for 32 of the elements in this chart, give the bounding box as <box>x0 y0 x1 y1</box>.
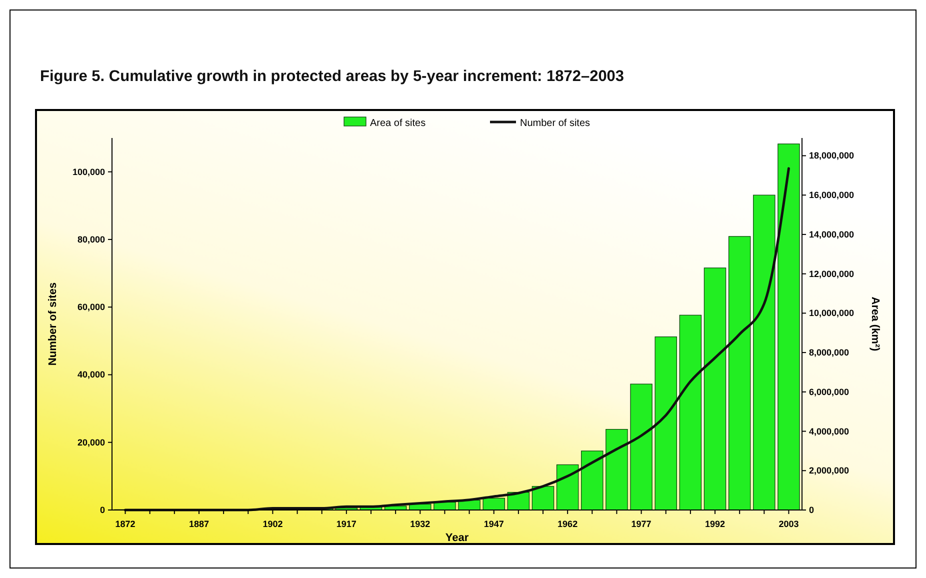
y2-tick-label: 10,000,000 <box>809 308 854 318</box>
x-tick-label: 1887 <box>188 519 210 529</box>
y-axis-title: Number of sites <box>47 282 59 366</box>
x-tick-label: 2003 <box>778 519 799 529</box>
x-axis-title: Year <box>445 532 470 544</box>
y2-axis-title: Area (km²) <box>869 296 881 352</box>
y-tick-label: 0 <box>100 505 105 515</box>
y2-tick-label: 6,000,000 <box>809 386 850 397</box>
y2-tick-label: 18,000,000 <box>809 150 854 161</box>
y-tick-label: 60,000 <box>77 302 105 312</box>
y2-tick-label: 4,000,000 <box>809 426 850 436</box>
x-tick-label: 1992 <box>704 519 726 529</box>
y-tick-label: 80,000 <box>77 234 105 244</box>
x-tick-label: 1902 <box>262 519 283 529</box>
y2-tick-label: 12,000,000 <box>809 268 854 279</box>
y-tick-label: 100,000 <box>72 166 105 177</box>
x-tick-label: 1977 <box>631 519 652 529</box>
legend-label: Area of sites <box>370 118 426 129</box>
y2-tick-label: 0 <box>809 505 814 515</box>
x-tick-label: 1947 <box>484 519 504 529</box>
y2-tick-label: 14,000,000 <box>809 229 854 240</box>
y-tick-label: 40,000 <box>77 370 105 380</box>
chart-title: Figure 5. Cumulative growth in protected areas by 5-year increment: 1872–2003 <box>40 68 624 85</box>
x-tick-label: 1917 <box>336 519 356 529</box>
x-tick-label: 1932 <box>410 519 430 529</box>
x-tick-label: 1872 <box>115 519 136 529</box>
y2-tick-label: 8,000,000 <box>809 348 850 358</box>
y2-tick-label: 16,000,000 <box>809 190 854 200</box>
x-tick-label: 1962 <box>558 519 578 529</box>
y-tick-label: 20,000 <box>77 437 105 448</box>
legend-label: Number of sites <box>520 118 590 129</box>
y2-tick-label: 2,000,000 <box>809 466 850 476</box>
